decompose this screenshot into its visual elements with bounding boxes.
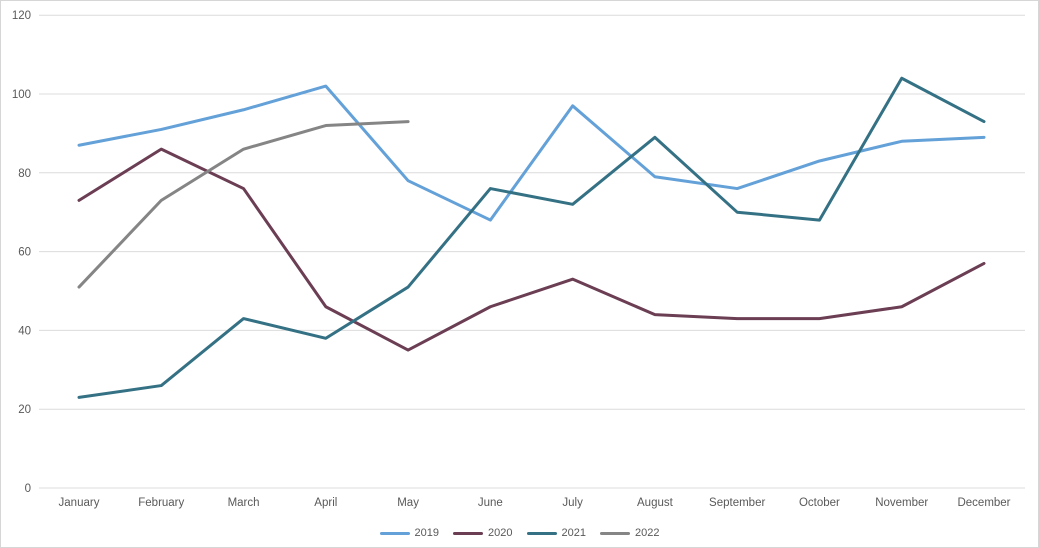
y-tick-label-40: 40 bbox=[18, 325, 31, 337]
y-tick-label-0: 0 bbox=[25, 483, 31, 495]
x-tick-label-april: April bbox=[314, 497, 337, 509]
series-line-2019 bbox=[77, 84, 986, 222]
x-tick-label-january: January bbox=[59, 497, 100, 509]
y-tick-label-80: 80 bbox=[18, 168, 31, 180]
x-tick-label-february: February bbox=[138, 497, 184, 509]
x-tick-label-june: June bbox=[478, 497, 503, 509]
series-line-2022 bbox=[77, 120, 410, 289]
x-tick-label-october: October bbox=[799, 497, 840, 509]
y-tick-label-120: 120 bbox=[12, 10, 31, 22]
x-tick-label-august: August bbox=[637, 497, 674, 509]
x-tick-label-september: September bbox=[709, 497, 765, 509]
x-tick-label-july: July bbox=[562, 497, 583, 509]
y-tick-label-100: 100 bbox=[12, 89, 31, 101]
y-tick-label-20: 20 bbox=[18, 404, 31, 416]
x-tick-label-december: December bbox=[957, 497, 1010, 509]
series-line-2020 bbox=[77, 147, 986, 352]
y-tick-label-60: 60 bbox=[18, 247, 31, 259]
series-line-2021 bbox=[77, 76, 986, 399]
x-tick-label-may: May bbox=[397, 497, 419, 509]
x-tick-label-november: November bbox=[875, 497, 928, 509]
x-tick-label-march: March bbox=[228, 497, 260, 509]
